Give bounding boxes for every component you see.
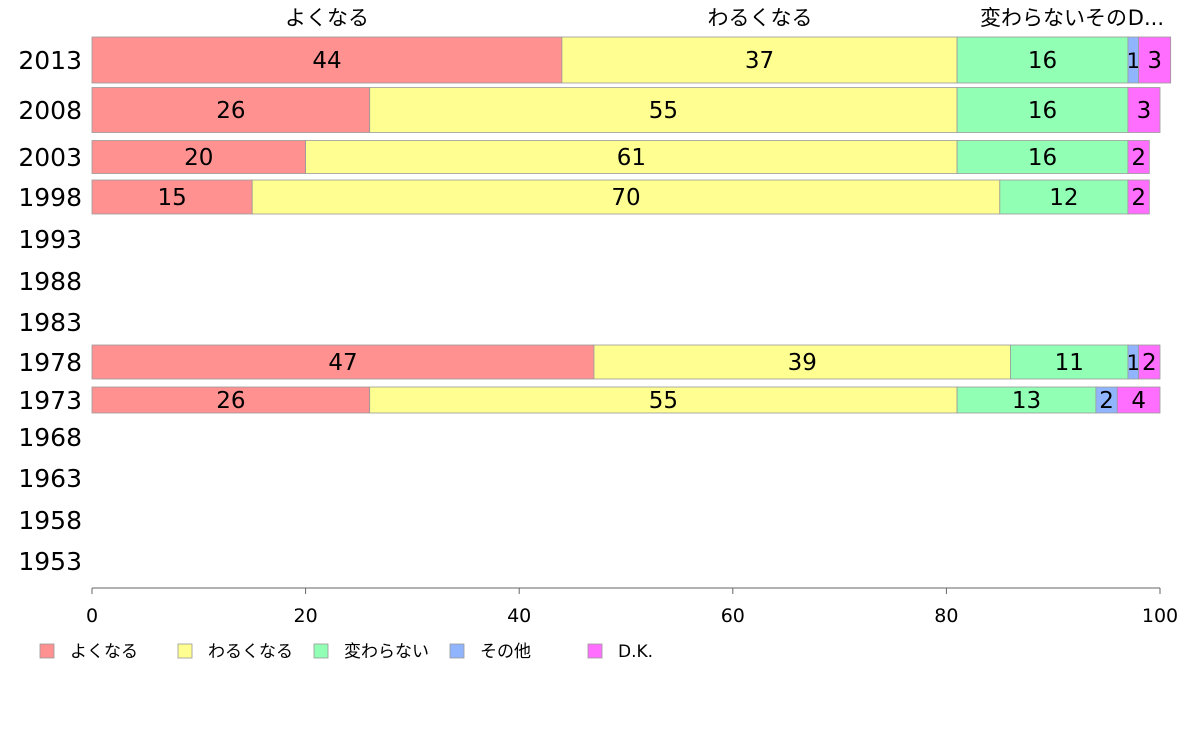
bar-segment [956,87,1129,133]
top-series-label: わるくなる [708,6,813,30]
legend-swatch [449,643,465,659]
legend-swatch [177,643,193,659]
data-label: 16 [1028,98,1057,124]
legend: よくなる わるくなる 変わらない その他 D.K. [39,642,653,662]
data-label: 2 [1131,185,1146,211]
y-tick-label: 1963 [18,464,82,493]
bar-segment [1116,386,1161,414]
data-label: 3 [1137,98,1152,124]
data-label: 39 [788,350,817,376]
bar-segment [91,179,253,215]
x-tick-label: 80 [934,605,958,627]
data-label: 16 [1028,145,1057,171]
bar-segment [999,179,1129,215]
labels-layer: 44 37 16 1 326 55 16 320 61 16 215 70 12 247 39 11 1 226 5… [157,48,1162,414]
bar-segment [91,386,371,414]
y-tick-label: 1953 [18,547,82,576]
bar-segment [593,344,1011,380]
x-tick-label: 100 [1142,605,1178,627]
bar-segment [369,386,958,414]
bar-segment [91,36,563,84]
top-series-label: よくなる [285,6,369,30]
bar-segment [956,140,1129,174]
top-series-label: D... [1128,6,1164,30]
x-axis: 0 20 40 60 80 100 [86,587,1178,627]
bar-segment [1138,36,1172,84]
data-label: 11 [1055,350,1084,376]
data-label: 2 [1099,388,1114,414]
legend-label: D.K. [618,642,653,662]
bar-segment [1127,140,1150,174]
data-label: 3 [1147,48,1162,74]
legend-label: わるくなる [208,642,293,662]
data-label: 55 [649,388,678,414]
data-label: 55 [649,98,678,124]
data-label: 2 [1131,145,1146,171]
data-label: 61 [617,145,646,171]
bar-segment [1010,344,1129,380]
bar-segment [91,87,371,133]
x-tick-label: 40 [507,605,531,627]
top-series-label: 変わらないその [980,6,1127,30]
data-label: 12 [1049,185,1078,211]
data-label: 70 [611,185,640,211]
bar-segment [91,140,307,174]
data-label: 26 [216,388,245,414]
bar-segment [956,36,1129,84]
legend-swatch [39,643,55,659]
data-label: 1 [1127,351,1140,375]
bar-segment [369,87,958,133]
bar-segment [251,179,1001,215]
y-tick-label: 2008 [18,96,82,125]
data-label: 44 [312,48,341,74]
bar-segment [1127,87,1161,133]
legend-swatch [313,643,329,659]
y-tick-label: 1973 [18,386,82,415]
y-axis: 2013 2008 2003 1998 1993 1988 1983 1978 1973 1968… [18,46,82,576]
data-label: 13 [1012,388,1041,414]
y-tick-label: 2003 [18,143,82,172]
y-tick-label: 1998 [18,183,82,212]
legend-label: よくなる [70,642,138,662]
x-tick-label: 60 [721,605,745,627]
data-label: 16 [1028,48,1057,74]
x-tick-label: 0 [86,605,98,627]
data-label: 47 [328,350,357,376]
data-label: 20 [184,145,213,171]
bar-segment [1127,179,1150,215]
bars-layer [91,36,1172,414]
bar-segment [561,36,958,84]
y-tick-label: 1978 [18,348,82,377]
data-label: 4 [1131,388,1146,414]
y-tick-label: 2013 [18,46,82,75]
data-label: 15 [157,185,186,211]
bar-segment [1138,344,1161,380]
y-tick-label: 1988 [18,267,82,296]
x-tick-label: 20 [294,605,318,627]
legend-label: 変わらない [344,642,429,662]
data-label: 2 [1142,350,1157,376]
top-labels: よくなる わるくなる 変わらないその D... [285,6,1164,30]
data-label: 1 [1127,49,1140,73]
y-tick-label: 1993 [18,225,82,254]
data-label: 26 [216,98,245,124]
legend-swatch [587,643,603,659]
y-tick-label: 1958 [18,506,82,535]
legend-label: その他 [480,642,531,662]
y-tick-label: 1983 [18,308,82,337]
data-label: 37 [745,48,774,74]
y-tick-label: 1968 [18,423,82,452]
